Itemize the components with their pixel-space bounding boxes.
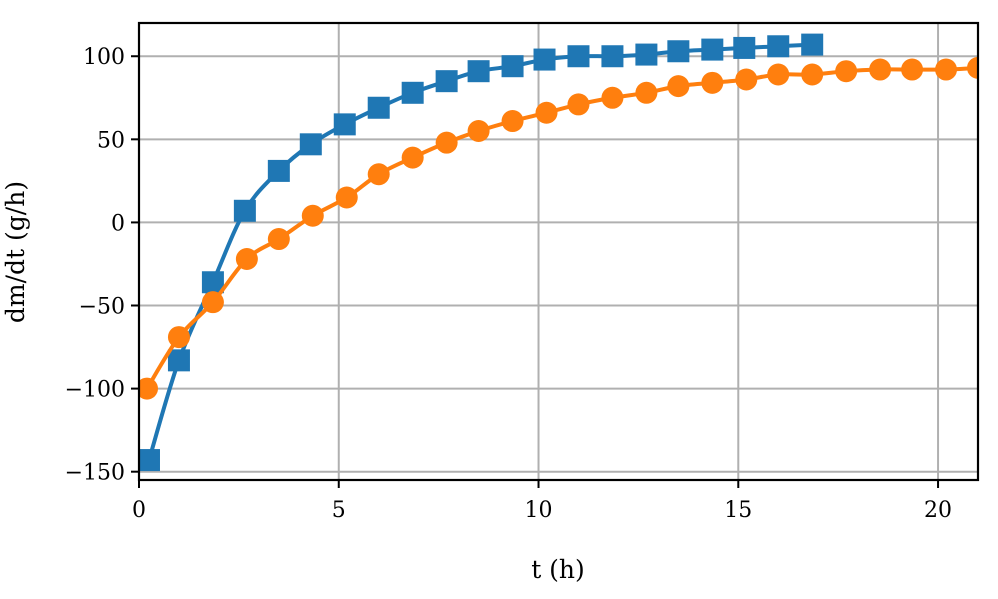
data-point-circle bbox=[467, 120, 490, 143]
series-1 bbox=[139, 33, 824, 472]
data-point-square bbox=[767, 35, 790, 58]
x-tick-label: 15 bbox=[724, 498, 752, 523]
data-point-square bbox=[501, 55, 524, 78]
data-point-circle bbox=[967, 56, 978, 79]
data-point-circle bbox=[435, 131, 458, 154]
data-point-circle bbox=[167, 326, 190, 349]
data-point-circle bbox=[601, 86, 624, 109]
x-ticks: 0 5 10 15 20 bbox=[132, 480, 952, 523]
x-tick-label: 5 bbox=[332, 498, 346, 523]
y-tick-label: −150 bbox=[65, 461, 125, 486]
x-tick-label: 20 bbox=[924, 498, 952, 523]
x-tick-label: 10 bbox=[525, 498, 553, 523]
data-point-square bbox=[801, 33, 824, 56]
data-point-square bbox=[601, 45, 624, 68]
data-point-circle bbox=[501, 110, 524, 133]
series-layer bbox=[139, 33, 978, 472]
data-point-square bbox=[701, 38, 724, 61]
data-point-circle bbox=[139, 377, 158, 400]
data-point-square bbox=[667, 40, 690, 63]
data-point-circle bbox=[935, 58, 958, 81]
data-point-circle bbox=[801, 63, 824, 86]
data-point-circle bbox=[335, 186, 358, 209]
data-point-square bbox=[401, 81, 424, 104]
x-axis-label: t (h) bbox=[531, 555, 585, 584]
data-point-square bbox=[267, 159, 290, 182]
data-point-circle bbox=[635, 81, 658, 104]
data-point-square bbox=[533, 48, 556, 71]
data-point-circle bbox=[835, 60, 858, 83]
y-tick-label: −100 bbox=[65, 378, 125, 403]
data-point-square bbox=[567, 45, 590, 68]
data-point-circle bbox=[567, 93, 590, 116]
data-point-square bbox=[467, 60, 490, 83]
data-point-circle bbox=[701, 71, 724, 94]
data-point-circle bbox=[667, 75, 690, 98]
data-point-square bbox=[635, 43, 658, 66]
y-tick-label: 100 bbox=[83, 45, 125, 70]
data-point-square bbox=[367, 96, 390, 119]
x-tick-label: 0 bbox=[132, 498, 146, 523]
data-point-square bbox=[167, 349, 190, 372]
plot-frame bbox=[137, 21, 980, 482]
y-tick-label: −50 bbox=[79, 295, 125, 320]
data-point-circle bbox=[201, 291, 224, 314]
data-point-square bbox=[299, 133, 322, 156]
data-point-square bbox=[333, 113, 356, 136]
data-point-circle bbox=[301, 204, 324, 227]
data-point-circle bbox=[267, 228, 290, 251]
series-2 bbox=[139, 56, 978, 400]
data-point-square bbox=[139, 449, 160, 472]
data-point-square bbox=[201, 271, 224, 294]
data-point-circle bbox=[367, 163, 390, 186]
data-point-circle bbox=[235, 247, 258, 270]
data-point-circle bbox=[901, 58, 924, 81]
y-axis-label: dm/dt (g/h) bbox=[1, 181, 30, 323]
data-point-square bbox=[733, 36, 756, 59]
data-point-circle bbox=[535, 101, 558, 124]
y-tick-label: 0 bbox=[111, 211, 125, 236]
data-point-circle bbox=[401, 146, 424, 169]
grid bbox=[138, 23, 978, 480]
data-point-circle bbox=[767, 63, 790, 86]
data-point-square bbox=[233, 199, 256, 222]
y-tick-label: 50 bbox=[97, 128, 125, 153]
y-ticks: −150 −100 −50 0 50 100 bbox=[65, 45, 139, 486]
data-point-circle bbox=[735, 68, 758, 91]
data-point-circle bbox=[869, 58, 892, 81]
data-point-square bbox=[435, 70, 458, 93]
